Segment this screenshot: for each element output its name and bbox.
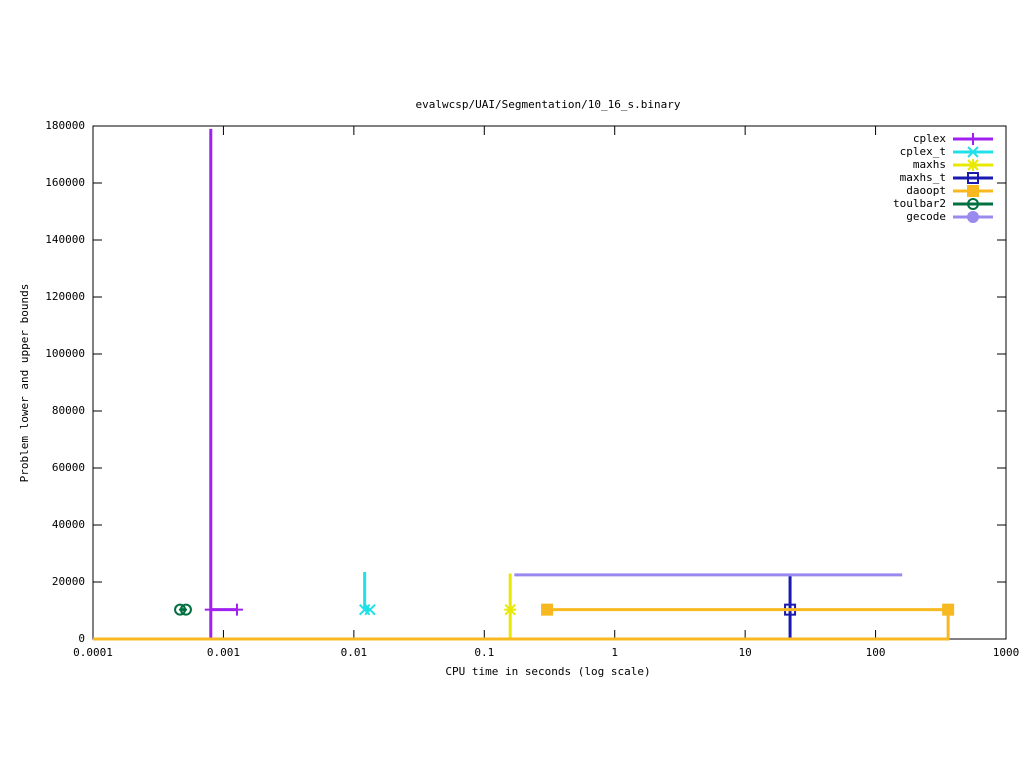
legend-label: gecode — [906, 210, 946, 223]
marker-stroke — [967, 146, 979, 158]
y-tick-label: 100000 — [45, 347, 85, 360]
marker-shape — [967, 185, 979, 197]
marker — [967, 211, 979, 223]
marker — [967, 185, 979, 197]
y-axis-label: Problem lower and upper bounds — [18, 284, 31, 483]
marker-shape — [967, 172, 979, 184]
legend-label: cplex — [913, 132, 946, 145]
x-tick-label: 0.001 — [207, 646, 240, 659]
marker-stroke — [504, 603, 516, 616]
marker — [967, 172, 979, 184]
marker — [942, 603, 955, 616]
marker-shape — [967, 198, 979, 210]
marker — [504, 603, 517, 616]
marker — [230, 603, 243, 616]
marker — [179, 603, 192, 616]
legend-label: cplex_t — [900, 145, 946, 158]
marker-shape — [971, 202, 975, 206]
x-tick-label: 0.01 — [341, 646, 368, 659]
y-tick-label: 80000 — [52, 404, 85, 417]
marker-shape — [179, 603, 192, 616]
x-tick-label: 1 — [611, 646, 618, 659]
marker-stroke — [967, 159, 979, 171]
x-tick-label: 0.0001 — [73, 646, 113, 659]
marker-shape — [942, 603, 955, 616]
marker-shape — [184, 608, 188, 611]
y-tick-label: 0 — [78, 632, 85, 645]
marker-stroke — [364, 603, 376, 616]
marker-shape — [541, 603, 554, 616]
y-tick-label: 60000 — [52, 461, 85, 474]
marker — [967, 133, 979, 145]
y-tick-label: 40000 — [52, 518, 85, 531]
bound-line — [93, 609, 950, 641]
x-tick-label: 100 — [866, 646, 886, 659]
legend-label: maxhs_t — [900, 171, 946, 184]
x-tick-label: 1000 — [993, 646, 1020, 659]
marker — [967, 159, 979, 171]
marker-shape — [967, 211, 979, 223]
y-tick-label: 20000 — [52, 575, 85, 588]
chart-title: evalwcsp/UAI/Segmentation/10_16_s.binary — [416, 98, 681, 111]
marker — [204, 603, 217, 616]
y-tick-label: 180000 — [45, 119, 85, 132]
y-tick-label: 160000 — [45, 176, 85, 189]
legend-label: toulbar2 — [893, 197, 946, 210]
legend-label: daoopt — [906, 184, 946, 197]
y-tick-label: 140000 — [45, 233, 85, 246]
marker — [541, 603, 554, 616]
marker — [967, 198, 979, 210]
marker — [364, 603, 376, 616]
x-tick-label: 10 — [739, 646, 752, 659]
legend-label: maxhs — [913, 158, 946, 171]
y-tick-label: 120000 — [45, 290, 85, 303]
marker — [967, 146, 979, 158]
x-tick-label: 0.1 — [474, 646, 494, 659]
x-axis-label: CPU time in seconds (log scale) — [445, 665, 650, 678]
